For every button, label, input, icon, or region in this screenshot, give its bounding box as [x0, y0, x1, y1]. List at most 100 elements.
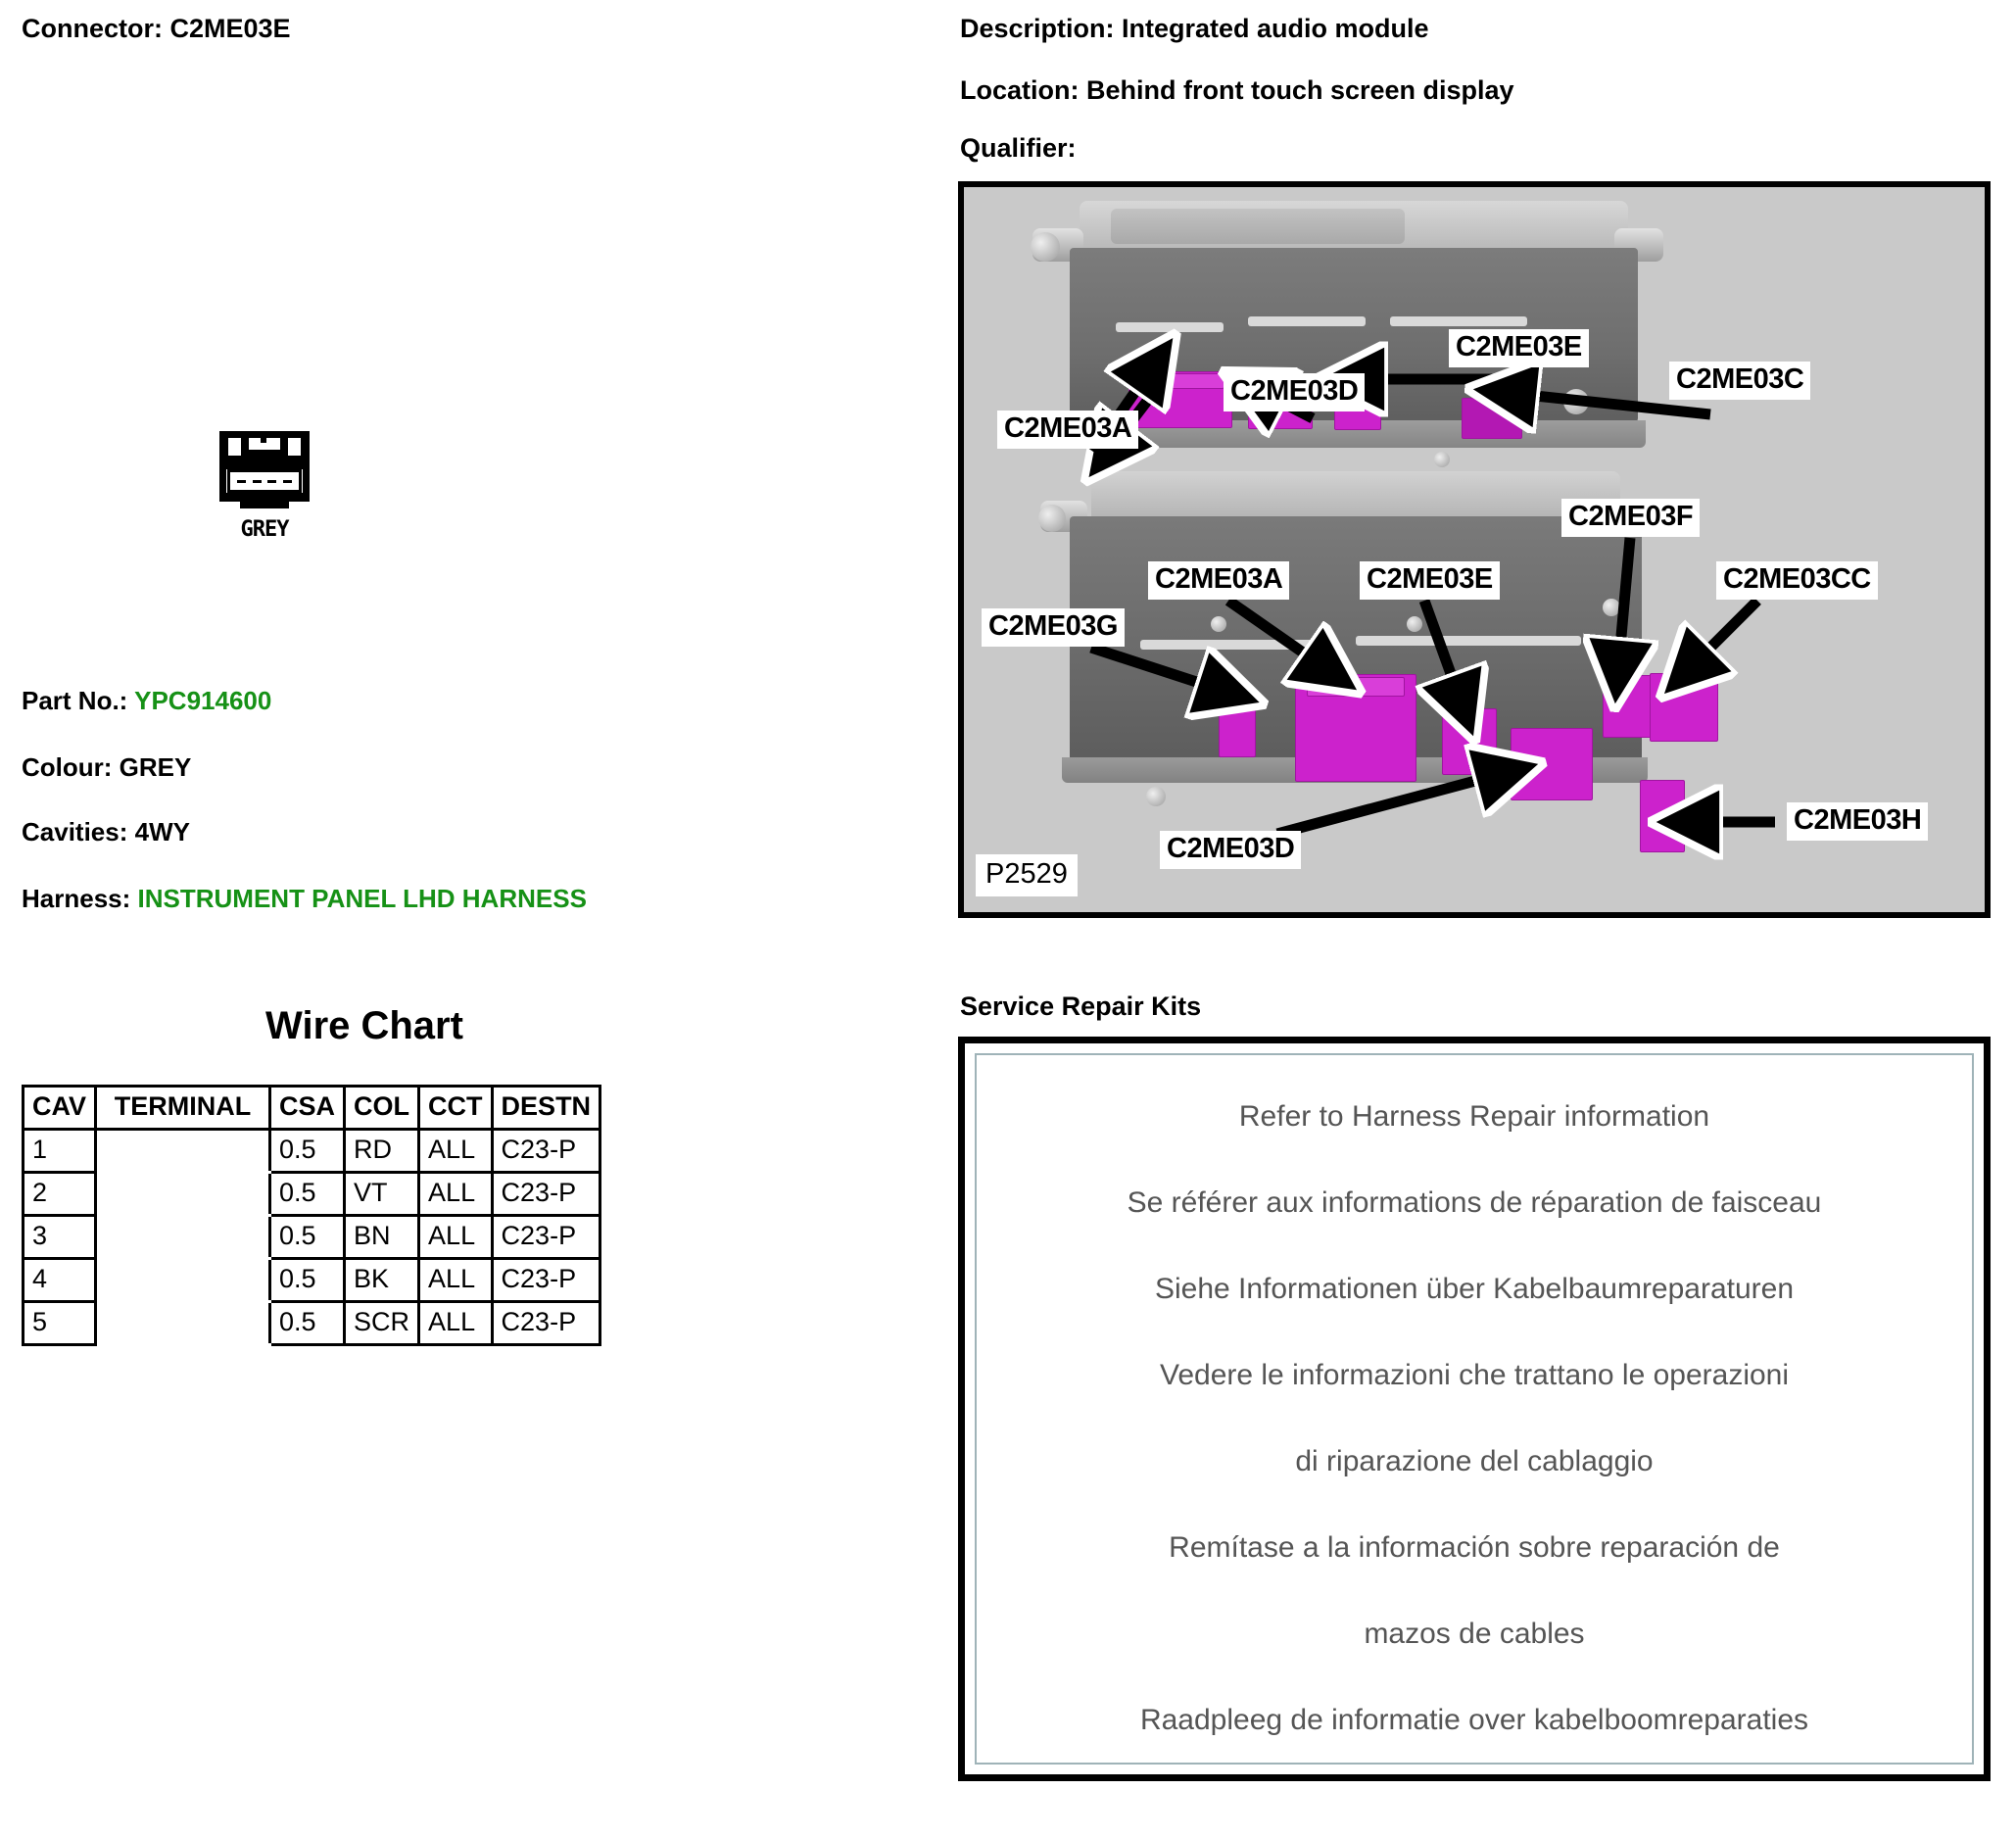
table-row: 3 0.5 BN ALL C23-P [21, 1214, 602, 1260]
cell-col: BN [343, 1214, 421, 1260]
cell-csa: 0.5 [268, 1128, 347, 1174]
repair-note-de: Siehe Informationen über Kabelbaumrepara… [1154, 1273, 1795, 1305]
lower-screw-3 [1434, 452, 1450, 467]
connector-block-c2me03d-lower [1511, 728, 1593, 800]
upper-rib-3 [1390, 316, 1527, 326]
connector-symbol-block: GREY [167, 431, 362, 542]
connector-heading: Connector: C2ME03E [22, 14, 291, 43]
cell-cav: 4 [21, 1257, 98, 1303]
column-header-col: COL [343, 1085, 421, 1131]
cell-terminal [94, 1300, 272, 1346]
lower-screw-4 [1603, 599, 1620, 616]
qualifier-line: Qualifier: [960, 133, 1077, 163]
repair-note-nl: Raadpleeg de informatie over kabelboomre… [1139, 1704, 1809, 1736]
column-header-destn: DESTN [490, 1085, 602, 1131]
cell-cct: ALL [417, 1257, 494, 1303]
cavities-row: Cavities: 4WY [22, 817, 190, 847]
callout-c2me03a-upper: C2ME03A [997, 411, 1139, 449]
cell-cav: 5 [21, 1300, 98, 1346]
cell-destn: C23-P [490, 1214, 602, 1260]
cell-destn: C23-P [490, 1171, 602, 1217]
lower-rib-2 [1356, 636, 1581, 646]
callout-c2me03e-lower: C2ME03E [1360, 561, 1500, 600]
callout-c2me03g: C2ME03G [982, 608, 1125, 647]
part-number-value: YPC914600 [134, 686, 272, 715]
cell-destn: C23-P [490, 1128, 602, 1174]
upper-module-lid-inset [1111, 209, 1405, 244]
upper-rib-1 [1116, 322, 1224, 332]
part-number-row: Part No.: YPC914600 [22, 686, 271, 716]
connector-block-c2me03f [1603, 675, 1654, 738]
connector-block-c2me03cc [1650, 673, 1718, 742]
cavities-value: 4WY [134, 817, 190, 846]
cavities-label: Cavities: [22, 817, 128, 846]
location-line: Location: Behind front touch screen disp… [960, 75, 1514, 105]
cell-terminal [94, 1257, 272, 1303]
callout-c2me03a-lower: C2ME03A [1148, 561, 1290, 600]
cell-csa: 0.5 [268, 1257, 347, 1303]
connector-info-column: Connector: C2ME03E GREY Part No.: YPC914 [0, 0, 940, 1838]
repair-note-fr: Se référer aux informations de réparatio… [1127, 1186, 1822, 1219]
cell-destn: C23-P [490, 1300, 602, 1346]
component-detail-column: Description: Integrated audio module Loc… [940, 0, 2016, 1838]
cell-col: RD [343, 1128, 421, 1174]
cavity-pin-3 [267, 479, 277, 483]
table-row: 5 0.5 SCR ALL C23-P [21, 1300, 602, 1346]
repair-note-es-2: mazos de cables [1364, 1618, 1585, 1650]
component-photo-panel: C2ME03A C2ME03D C2ME03E C2ME03C C2ME03G … [958, 181, 1991, 918]
column-header-cct: CCT [417, 1085, 494, 1131]
cell-cct: ALL [417, 1171, 494, 1217]
lower-rib-1 [1140, 640, 1336, 650]
callout-c2me03c-upper: C2ME03C [1669, 362, 1811, 400]
cell-destn: C23-P [490, 1257, 602, 1303]
cell-terminal [94, 1171, 272, 1217]
column-header-cav: CAV [21, 1085, 98, 1131]
part-number-label: Part No.: [22, 686, 128, 715]
service-repair-kits-inner: Refer to Harness Repair information Se r… [975, 1053, 1974, 1765]
callout-c2me03f: C2ME03F [1561, 499, 1701, 537]
lower-module-lid [1091, 471, 1620, 522]
callout-c2me03d-upper: C2ME03D [1224, 373, 1366, 411]
cell-col: BK [343, 1257, 421, 1303]
cell-csa: 0.5 [268, 1300, 347, 1346]
wire-chart-table: CAV TERMINAL CSA COL CCT DESTN 1 0.5 RD … [21, 1085, 602, 1346]
column-header-csa: CSA [268, 1085, 347, 1131]
repair-note-en: Refer to Harness Repair information [1238, 1100, 1710, 1133]
callout-c2me03e-upper: C2ME03E [1449, 329, 1589, 367]
connector-block-c2me03h [1640, 780, 1685, 852]
callout-c2me03d-lower: C2ME03D [1160, 831, 1302, 869]
photo-id-label: P2529 [976, 854, 1078, 896]
cell-cav: 3 [21, 1214, 98, 1260]
connector-highlight-a-upper [1136, 373, 1224, 389]
connector-cavity-row [227, 469, 302, 493]
connector-pinout-icon [217, 431, 312, 513]
table-row: 1 0.5 RD ALL C23-P [21, 1128, 602, 1174]
lower-screw-1 [1211, 616, 1226, 632]
cell-cct: ALL [417, 1128, 494, 1174]
harness-label: Harness: [22, 884, 131, 913]
cell-csa: 0.5 [268, 1171, 347, 1217]
repair-note-it-1: Vedere le informazioni che trattano le o… [1159, 1359, 1790, 1391]
table-row: 2 0.5 VT ALL C23-P [21, 1171, 602, 1217]
colour-label: Colour: [22, 752, 113, 782]
cell-col: SCR [343, 1300, 421, 1346]
description-line: Description: Integrated audio module [960, 14, 1429, 43]
harness-row: Harness: INSTRUMENT PANEL LHD HARNESS [22, 884, 587, 914]
connector-block-c2me03c-upper [1462, 398, 1522, 439]
repair-note-es-1: Remítase a la información sobre reparaci… [1169, 1531, 1780, 1564]
connector-block-c2me03g [1219, 695, 1256, 757]
upper-rib-2 [1248, 316, 1366, 326]
cell-terminal [94, 1128, 272, 1174]
callout-c2me03cc: C2ME03CC [1716, 561, 1878, 600]
connector-highlight-a-lower [1307, 677, 1405, 697]
harness-value: INSTRUMENT PANEL LHD HARNESS [137, 884, 587, 913]
service-repair-kits-box: Refer to Harness Repair information Se r… [958, 1037, 1991, 1781]
cavity-pin-4 [283, 479, 293, 483]
cell-col: VT [343, 1171, 421, 1217]
colour-row: Colour: GREY [22, 752, 191, 783]
lower-screw-5 [1146, 787, 1166, 806]
service-repair-kits-heading: Service Repair Kits [960, 992, 1202, 1021]
lower-left-post [1038, 505, 1066, 532]
wire-chart-header-row: CAV TERMINAL CSA COL CCT DESTN [21, 1085, 602, 1131]
colour-value: GREY [119, 752, 192, 782]
